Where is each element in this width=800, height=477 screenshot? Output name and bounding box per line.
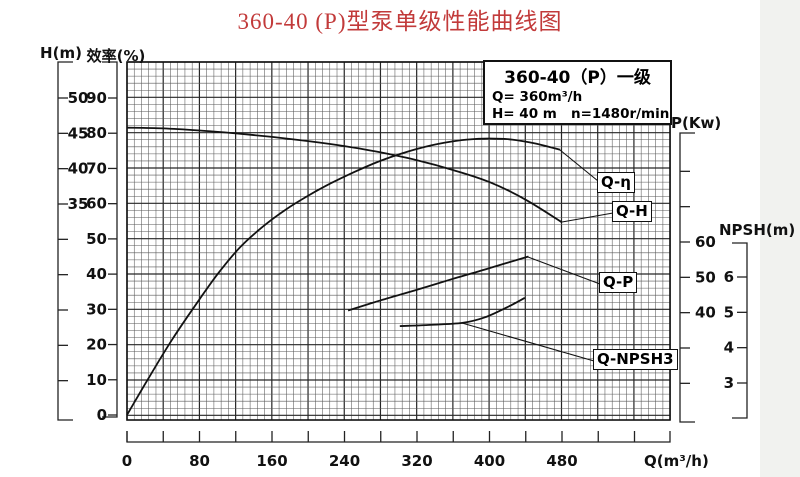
curve-Q-NPSH3 [399,297,526,327]
curve-Q-P [347,255,529,312]
npsh-axis-title: NPSH(m) [719,221,796,239]
power-axis-tick-label: 50 [695,268,716,286]
curve-label-q-npsh3: Q-NPSH3 [593,349,678,370]
flow-axis-bracket [126,431,671,443]
npsh-axis-tick-label: 4 [724,339,734,357]
efficiency-axis-title: 效率(%) [86,47,146,65]
flow-axis-tick-label: 80 [189,452,210,470]
flow-axis-tick-label: 160 [256,452,287,470]
flow-axis-tick-label: 320 [401,452,432,470]
power-axis-tick-label: 60 [695,233,716,251]
h-axis-tick-label: 40 [68,160,89,178]
pump-model-title: 360-40（P）一级 [504,68,651,88]
flow-axis-tick-label: 400 [474,452,505,470]
pump-spec-flow: Q= 360m³/h [492,89,583,105]
pump-spec-head-speed: H= 40 m n=1480r/min [492,106,670,122]
leader-line-q-h [561,212,614,223]
curve-Q-H [126,126,563,224]
power-axis-tick-label: 40 [695,304,716,322]
curve-label-q-p: Q-P [599,272,638,293]
npsh-axis-tick-label: 3 [724,374,734,392]
curve-label-q-eta: Q-η [597,172,635,193]
efficiency-axis-tick-label: 0 [97,406,107,424]
efficiency-axis-tick-label: 50 [86,230,107,248]
npsh-axis-tick-label: 5 [724,303,734,321]
h-axis-title: H(m) [40,44,82,62]
leader-line-q-p [527,256,601,285]
npsh-axis-tick-label: 6 [724,268,734,286]
efficiency-axis-tick-label: 80 [86,124,107,142]
efficiency-axis-tick-label: 40 [86,265,107,283]
pump-spec-box: 360-40（P）一级 Q= 360m³/h H= 40 m n=1480r/m… [483,60,672,125]
h-axis-bracket [57,61,73,421]
right-margin-band [760,0,800,477]
leader-line-q-eta [559,149,599,182]
plot-border [126,61,671,421]
flow-axis-title: Q(m³/h) [644,452,709,470]
efficiency-axis-tick-label: 10 [86,371,107,389]
efficiency-axis-tick-label: 70 [86,159,107,177]
h-axis-tick-label: 45 [68,124,89,142]
page-title: 360-40 (P)型泵单级性能曲线图 [237,9,563,34]
h-axis-tick-label: 35 [68,195,89,213]
curve-Q-η [126,137,561,416]
power-axis-title: P(Kw) [671,114,722,132]
npsh-axis-bracket [732,242,748,419]
efficiency-axis-tick-label: 90 [86,89,107,107]
leader-line-q-npsh3 [461,322,595,362]
curve-label-q-h: Q-H [612,201,652,222]
efficiency-axis-tick-label: 20 [86,336,107,354]
flow-axis-tick-label: 0 [122,452,132,470]
efficiency-axis-tick-label: 30 [86,300,107,318]
flow-axis-tick-label: 240 [329,452,360,470]
efficiency-axis-tick-label: 60 [86,195,107,213]
flow-axis-tick-label: 480 [546,452,577,470]
h-axis-tick-label: 50 [68,89,89,107]
